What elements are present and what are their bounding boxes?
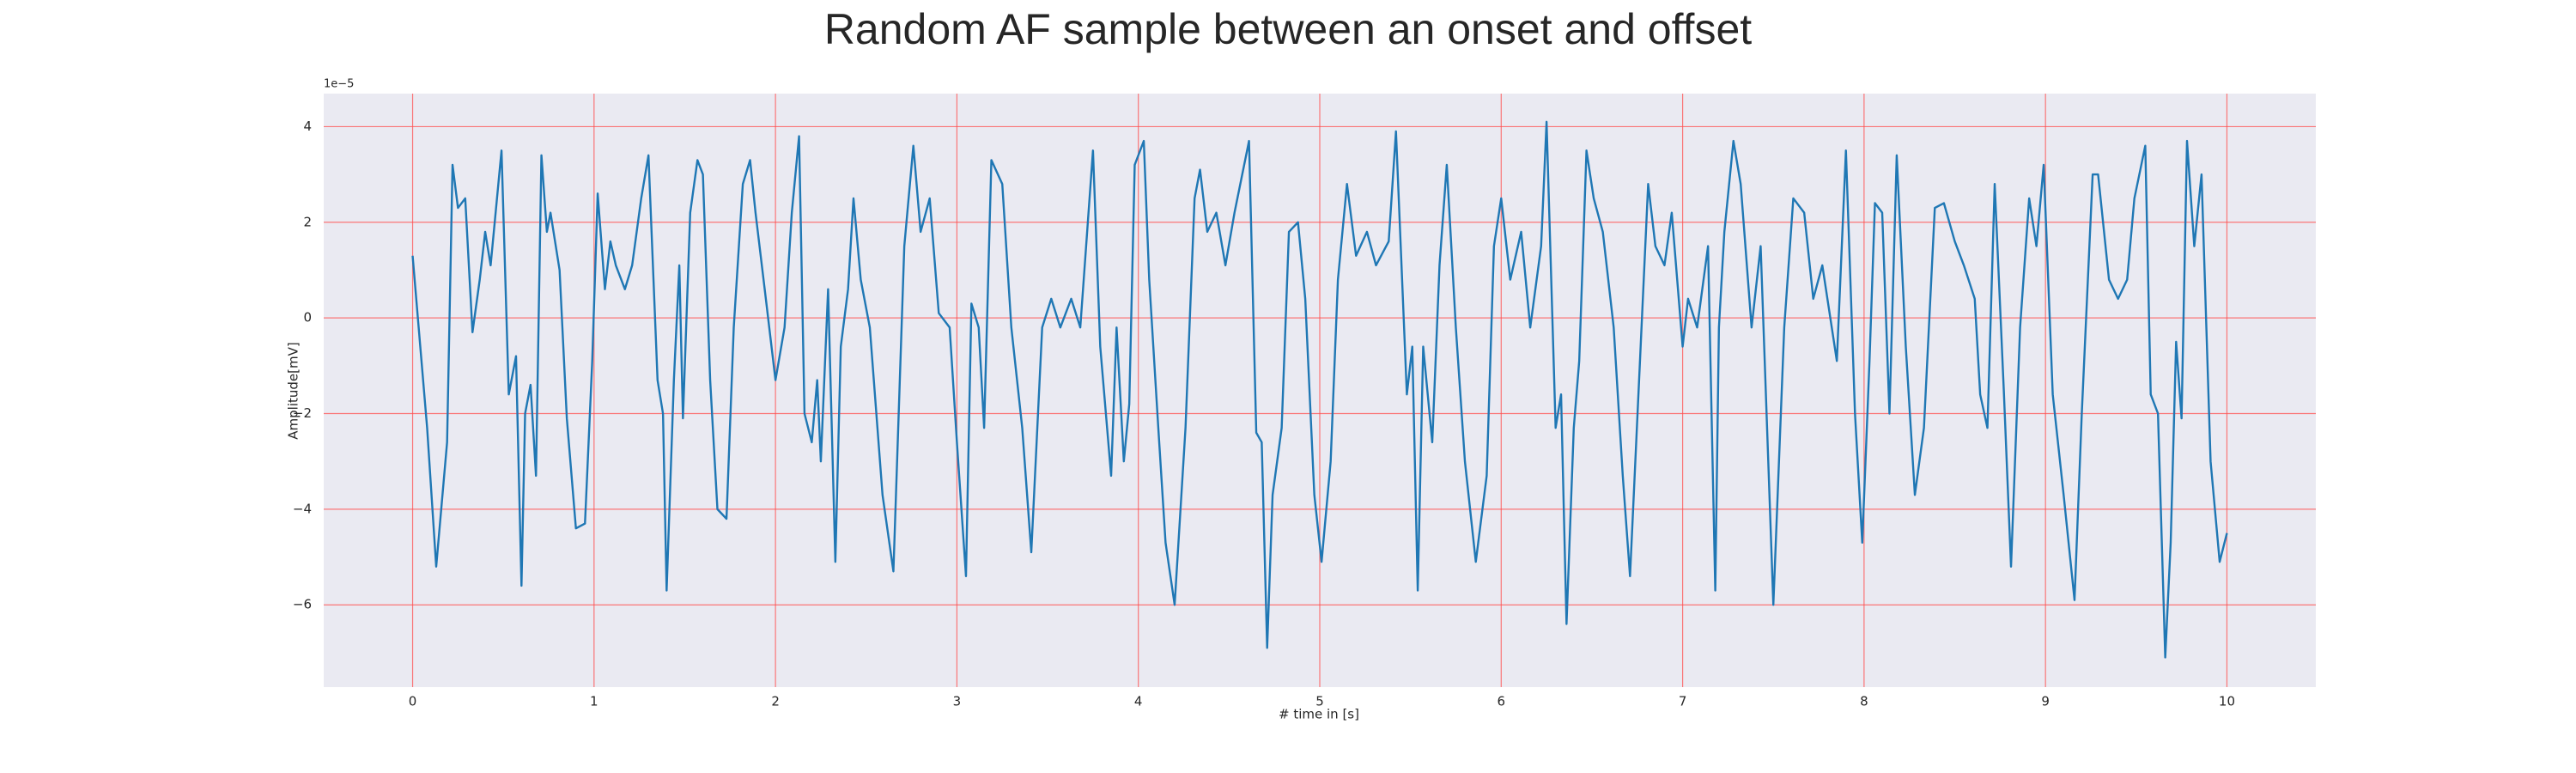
y-axis-label: Amplitude[mV] — [286, 342, 301, 439]
x-tick-label: 5 — [1315, 694, 1324, 709]
y-tick-label: 0 — [303, 310, 312, 326]
x-tick-label: 2 — [771, 694, 780, 709]
x-tick-label: 8 — [1860, 694, 1868, 709]
y-tick-label: −2 — [293, 405, 312, 421]
x-tick-label: 4 — [1134, 694, 1143, 709]
x-tick-label: 1 — [590, 694, 598, 709]
x-axis-label: # time in [s] — [1279, 707, 1359, 722]
x-tick-label: 0 — [409, 694, 417, 709]
x-tick-label: 9 — [2041, 694, 2050, 709]
x-tick-label: 10 — [2219, 694, 2235, 709]
signal-line — [411, 120, 2228, 659]
x-tick-label: 3 — [953, 694, 962, 709]
x-tick-label: 7 — [1679, 694, 1687, 709]
y-tick-label: −4 — [293, 501, 312, 516]
y-offset-label: 1e−5 — [324, 78, 354, 91]
y-tick-label: −6 — [293, 597, 312, 612]
y-tick-label: 4 — [303, 119, 312, 134]
y-tick-label: 2 — [303, 214, 312, 229]
chart-title: Random AF sample between an onset and of… — [824, 5, 1752, 53]
x-tick-label: 6 — [1498, 694, 1506, 709]
